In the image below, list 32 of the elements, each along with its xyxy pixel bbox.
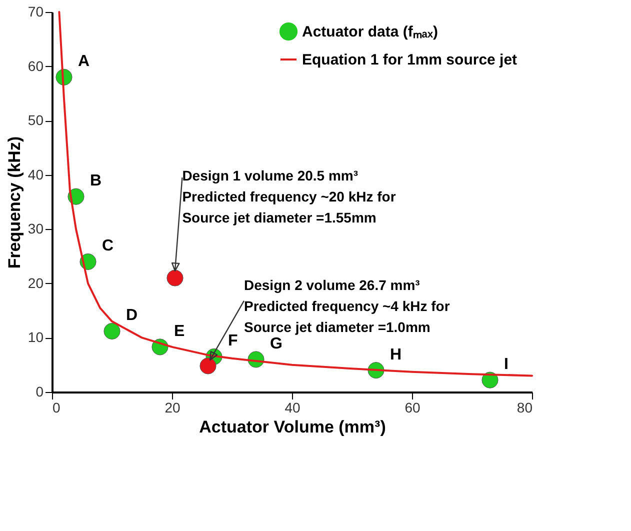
x-tick-label: 20: [164, 400, 180, 416]
annotation: B: [90, 172, 102, 190]
y-tick-label: 0: [36, 384, 44, 400]
annotation: C: [102, 238, 114, 255]
annotation: I: [504, 356, 508, 374]
annotation: H: [390, 346, 402, 364]
legend-label: Equation 1 for 1mm source jet: [302, 52, 518, 68]
y-tick-label: 50: [28, 112, 44, 128]
y-tick-label: 20: [28, 274, 44, 291]
y-tick-label: 70: [28, 4, 44, 20]
line-series: [58, 11, 533, 377]
annotation: Design 1 volume 20.5 mm³ Predicted frequency ~20 kHz for Source jet diameter =1.55mm: [182, 167, 396, 226]
y-tick-label: 30: [28, 220, 44, 237]
y-axis-title: Frequency (kHz): [4, 136, 24, 269]
annotation: G: [270, 335, 282, 352]
point: [166, 270, 184, 286]
y-tick-label: 60: [28, 58, 44, 74]
x-axis-title: Actuator Volume (mm³): [199, 418, 386, 436]
y-tick-label: 40: [28, 166, 44, 182]
annotation: Design 2 volume 26.7 mm³ Predicted frequency ~4 kHz for Source jet diameter =1.0mm: [244, 277, 450, 336]
annotation: E: [174, 322, 185, 340]
point: [104, 322, 120, 340]
legend-label: Actuator data (fₘₐₓ): [302, 24, 438, 40]
x-tick-label: 80: [516, 400, 533, 416]
annotation: A: [78, 53, 90, 70]
annotation: D: [126, 307, 138, 324]
x-tick-label: 0: [52, 400, 60, 416]
y-tick-label: 10: [28, 329, 44, 346]
point: [200, 358, 216, 374]
x-tick-label: 60: [404, 400, 420, 416]
x-tick-label: 40: [284, 400, 300, 416]
annotation: F: [228, 332, 238, 350]
